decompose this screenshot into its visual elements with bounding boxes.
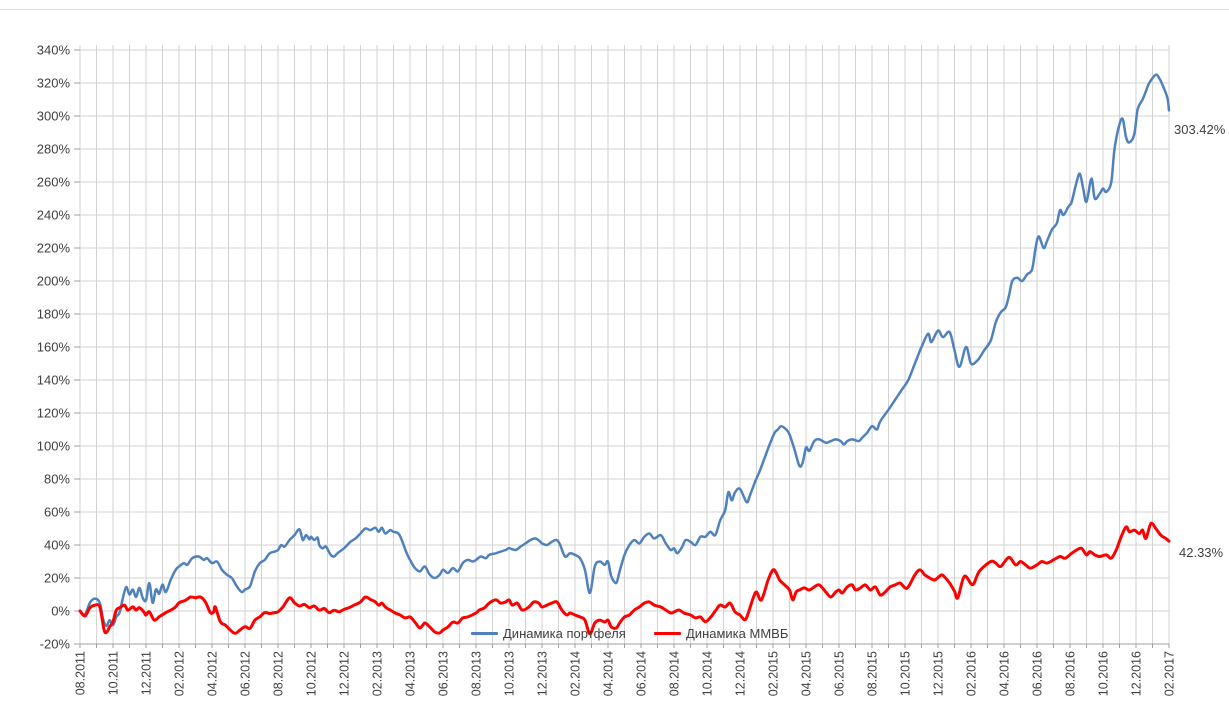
x-axis-tick-label: 04.2013 bbox=[404, 651, 418, 696]
y-axis-tick-label: 60% bbox=[44, 505, 70, 520]
legend-label-mmvb: Динамика ММВБ bbox=[686, 625, 789, 641]
x-axis-tick-label: 12.2016 bbox=[1130, 651, 1144, 696]
x-axis-tick-label: 08.2012 bbox=[272, 651, 286, 696]
mmvb-end-value-label: 42.33% bbox=[1179, 545, 1224, 560]
y-axis-tick-label: 20% bbox=[44, 571, 70, 586]
x-axis-tick-label: 02.2016 bbox=[965, 651, 979, 696]
mmvb-line-swatch bbox=[654, 631, 681, 635]
x-axis-tick-label: 10.2013 bbox=[503, 651, 517, 696]
x-axis-tick-label: 02.2015 bbox=[767, 651, 781, 696]
y-axis-tick-label: 260% bbox=[37, 175, 71, 190]
x-axis-tick-label: 04.2012 bbox=[206, 651, 220, 696]
x-axis-tick-label: 10.2016 bbox=[1097, 651, 1111, 696]
y-axis-tick-label: 160% bbox=[37, 340, 71, 355]
legend-item-portfolio[interactable]: Динамика портфеля bbox=[471, 625, 626, 641]
x-axis-tick-label: 02.2014 bbox=[569, 651, 583, 696]
y-axis-tick-label: 280% bbox=[37, 142, 71, 157]
x-axis-tick-label: 04.2014 bbox=[602, 651, 616, 696]
mmvb-series-line bbox=[78, 521, 1171, 636]
y-axis-tick-label: 140% bbox=[37, 373, 71, 388]
x-axis-tick-label: 12.2012 bbox=[338, 651, 352, 696]
y-axis-tick-label: 320% bbox=[37, 76, 71, 91]
x-axis-tick-label: 10.2014 bbox=[701, 651, 715, 696]
x-axis-tick-label: 10.2015 bbox=[899, 651, 913, 696]
portfolio-line-swatch bbox=[471, 631, 498, 635]
x-axis-tick-label: 12.2014 bbox=[734, 651, 748, 696]
x-axis-tick-label: 04.2015 bbox=[800, 651, 814, 696]
y-axis-tick-label: 200% bbox=[37, 274, 71, 289]
x-axis-tick-label: 08.2016 bbox=[1064, 651, 1078, 696]
y-axis-tick-label: 0% bbox=[51, 604, 70, 619]
x-axis-tick-label: 12.2015 bbox=[932, 651, 946, 696]
y-axis-tick-label: 240% bbox=[37, 208, 71, 223]
legend-label-portfolio: Динамика портфеля bbox=[503, 625, 626, 641]
y-axis-tick-label: 100% bbox=[37, 439, 71, 454]
y-axis-tick-label: 40% bbox=[44, 538, 70, 553]
y-axis-tick-label: 300% bbox=[37, 109, 71, 124]
legend-item-mmvb[interactable]: Динамика ММВБ bbox=[654, 625, 789, 641]
x-axis-tick-label: 02.2013 bbox=[371, 651, 385, 696]
x-axis-tick-label: 08.2014 bbox=[668, 651, 682, 696]
x-axis-tick-label: 06.2015 bbox=[833, 651, 847, 696]
y-axis-tick-label: 180% bbox=[37, 307, 71, 322]
x-axis-tick-label: 12.2013 bbox=[536, 651, 550, 696]
y-axis-tick-label: 340% bbox=[37, 43, 71, 58]
x-axis-tick-label: 06.2013 bbox=[437, 651, 451, 696]
x-axis-tick-label: 06.2012 bbox=[239, 651, 253, 696]
x-axis-tick-label: 08.2011 bbox=[74, 651, 88, 695]
y-axis-tick-label: 80% bbox=[44, 472, 70, 487]
y-axis-tick-label: 120% bbox=[37, 406, 71, 421]
x-axis-tick-label: 10.2012 bbox=[305, 651, 319, 696]
x-axis-tick-label: 02.2017 bbox=[1163, 651, 1177, 696]
y-axis-tick-label: -20% bbox=[40, 637, 71, 652]
x-axis-tick-label: 08.2013 bbox=[470, 651, 484, 696]
x-axis-tick-label: 06.2016 bbox=[1031, 651, 1045, 696]
top-divider bbox=[0, 9, 1229, 10]
x-axis-tick-label: 06.2014 bbox=[635, 651, 649, 696]
x-axis-tick-label: 04.2016 bbox=[998, 651, 1012, 696]
x-axis-tick-label: 12.2011 bbox=[140, 651, 154, 695]
x-axis-tick-label: 08.2015 bbox=[866, 651, 880, 696]
portfolio-end-value-label: 303.42% bbox=[1174, 122, 1226, 137]
x-axis-tick-label: 02.2012 bbox=[173, 651, 187, 696]
portfolio-series-line bbox=[78, 73, 1171, 628]
y-axis-tick-label: 220% bbox=[37, 241, 71, 256]
x-axis-tick-label: 10.2011 bbox=[107, 651, 121, 695]
